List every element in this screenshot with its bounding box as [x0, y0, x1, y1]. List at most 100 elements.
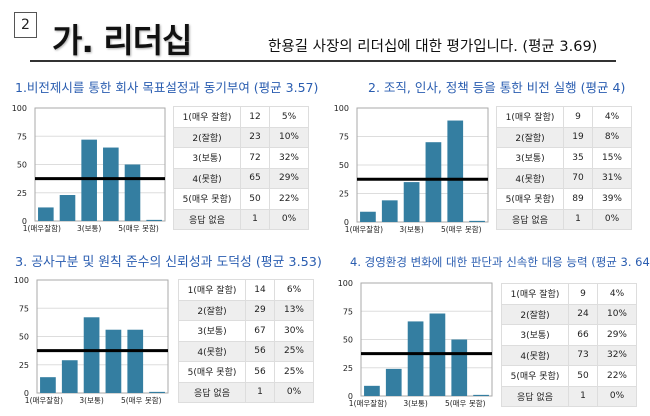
response-count: 56 [245, 361, 275, 383]
y-tick-label: 75 [343, 307, 353, 316]
response-percent: 32% [597, 344, 637, 366]
y-tick-label: 100 [338, 279, 353, 288]
response-count: 35 [563, 147, 593, 169]
response-count: 65 [240, 167, 270, 189]
y-tick-label: 50 [19, 333, 29, 342]
bar [146, 219, 162, 221]
response-percent: 10% [597, 303, 637, 325]
bar [103, 147, 119, 221]
x-tick-label: 5(매우 못함) [445, 399, 486, 408]
response-percent: 29% [597, 324, 637, 346]
y-tick-label: 100 [334, 104, 349, 113]
table-row: 3(보통) 35 15% [496, 147, 632, 169]
response-percent: 10% [269, 126, 309, 148]
table-row: 1(매우 잘함) 9 4% [501, 283, 637, 305]
plot-frame [34, 107, 166, 222]
table-row: 1(매우 잘함) 12 5% [173, 106, 309, 128]
response-label: 3(보통) [173, 147, 241, 169]
response-percent: 25% [274, 361, 314, 383]
response-count: 73 [568, 344, 598, 366]
table-row: 4(못함) 56 25% [178, 340, 314, 362]
response-percent: 0% [274, 381, 314, 403]
response-label: 응답 없음 [178, 381, 246, 403]
page-title: 가. 리더십 [52, 21, 192, 60]
x-tick-label: 1(매우잘함) [345, 225, 383, 234]
bar [124, 164, 141, 221]
response-percent: 6% [274, 279, 314, 301]
bar [407, 321, 424, 396]
x-tick-label: 3(보통) [399, 225, 423, 234]
response-count: 24 [568, 303, 598, 325]
bar [40, 377, 56, 393]
response-count: 12 [240, 106, 270, 128]
response-label: 5(매우 못함) [501, 365, 569, 387]
page-subtitle: 한용길 사장의 리더십에 대한 평가입니다. (평균 3.69) [268, 39, 598, 55]
response-count: 89 [563, 188, 593, 210]
table-row: 2(잘함) 29 13% [178, 299, 314, 321]
response-table-3: 1(매우 잘함) 14 6% 2(잘함) 29 13% 3(보통) 67 30% 4(못함) 56 2… [178, 279, 314, 403]
bar [38, 207, 54, 221]
table-row: 4(못함) 73 32% [501, 344, 637, 366]
response-table-4: 1(매우 잘함) 9 4% 2(잘함) 24 10% 3(보통) 66 29% 4(못함) 73 32… [501, 283, 637, 407]
response-count: 72 [240, 147, 270, 169]
bar [59, 195, 76, 221]
y-tick-label: 0 [344, 218, 349, 227]
response-count: 23 [240, 126, 270, 148]
slide-number: 2 [14, 12, 37, 38]
response-count: 66 [568, 324, 598, 346]
table-row: 1(매우 잘함) 14 6% [178, 279, 314, 301]
bar [61, 360, 78, 393]
bar [360, 211, 376, 222]
response-label: 1(매우 잘함) [496, 106, 564, 128]
y-tick-label: 75 [17, 132, 27, 141]
table-row: 4(못함) 70 31% [496, 167, 632, 189]
response-count: 14 [245, 279, 275, 301]
y-tick-label: 25 [17, 189, 27, 198]
bar [127, 329, 144, 393]
bar [469, 220, 485, 222]
plot-frame [36, 279, 169, 394]
table-row: 5(매우 못함) 50 22% [173, 188, 309, 210]
response-label: 4(못함) [496, 167, 564, 189]
x-tick-label: 3(보통) [77, 224, 101, 233]
table-row: 응답 없음 1 0% [173, 208, 309, 230]
y-tick-label: 25 [343, 364, 353, 373]
response-count: 9 [568, 283, 598, 305]
response-count: 67 [245, 320, 275, 342]
y-tick-label: 50 [17, 161, 27, 170]
x-tick-label: 5(매우 못함) [441, 225, 482, 234]
y-tick-label: 100 [12, 104, 27, 113]
x-tick-label: 1(매우잘함) [23, 224, 61, 233]
bar-chart-4: 0 25 50 75 100 1(매우잘함) 3(보통) 5(매우 못함) [338, 279, 493, 408]
section-title-3: 3. 공사구분 및 원칙 준수의 신뢰성과 도덕성 (평균 3.53) [15, 255, 322, 270]
x-tick-label: 3(보통) [79, 396, 103, 405]
response-percent: 39% [592, 188, 632, 210]
response-label: 4(못함) [501, 344, 569, 366]
bar-chart-3: 0 25 50 75 100 1(매우잘함) 3(보통) 5(매우 못함) [14, 276, 169, 405]
bar [473, 394, 489, 396]
response-label: 2(잘함) [173, 126, 241, 148]
response-percent: 22% [597, 365, 637, 387]
table-row: 5(매우 못함) 50 22% [501, 365, 637, 387]
table-row: 3(보통) 67 30% [178, 320, 314, 342]
response-label: 1(매우 잘함) [501, 283, 569, 305]
plot-frame [356, 107, 489, 223]
y-tick-label: 25 [339, 190, 349, 199]
section-title-4: 4. 경영환경 변화에 대한 판단과 신속한 대응 능력 (평균 3. 64) [350, 255, 650, 269]
bar [425, 142, 442, 222]
response-percent: 8% [592, 126, 632, 148]
response-percent: 30% [274, 320, 314, 342]
y-tick-label: 100 [14, 276, 29, 285]
response-table-1: 1(매우 잘함) 12 5% 2(잘함) 23 10% 3(보통) 72 32% 4(못함) 65 2… [173, 106, 309, 230]
table-row: 2(잘함) 19 8% [496, 126, 632, 148]
bar [105, 329, 122, 393]
response-table-2: 1(매우 잘함) 9 4% 2(잘함) 19 8% 3(보통) 35 15% 4(못함) 70 31%… [496, 106, 632, 230]
response-label: 5(매우 못함) [173, 188, 241, 210]
response-label: 5(매우 못함) [178, 361, 246, 383]
bar [451, 339, 468, 396]
plot-frame [360, 282, 493, 397]
y-tick-label: 75 [19, 304, 29, 313]
bar [447, 120, 464, 222]
section-title-2: 2. 조직, 인사, 정책 등을 통한 비전 실행 (평균 4) [368, 80, 626, 95]
